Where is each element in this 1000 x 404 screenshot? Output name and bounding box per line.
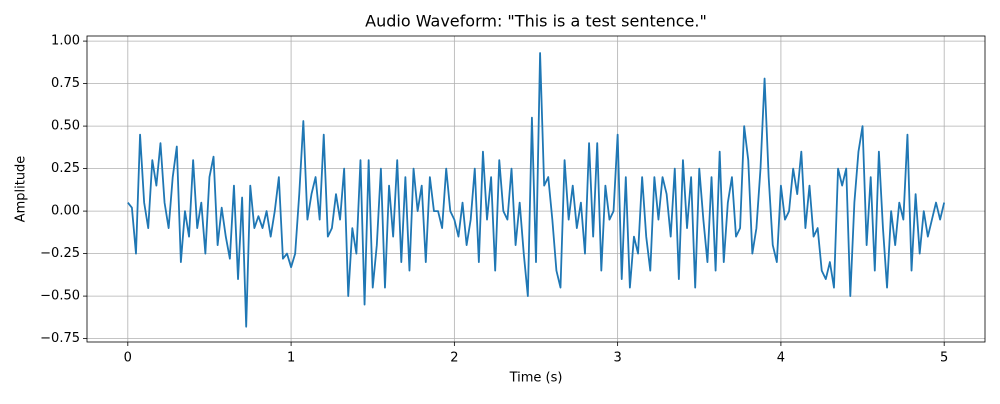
- x-tick-label: 0: [124, 351, 132, 366]
- y-axis-label: Amplitude: [14, 156, 29, 223]
- x-axis-label: Time (s): [509, 371, 563, 386]
- chart-title: Audio Waveform: "This is a test sentence…: [365, 12, 707, 31]
- y-tick-label: 0.50: [51, 119, 80, 134]
- x-tick-label: 3: [613, 351, 621, 366]
- y-tick-label: 0.00: [51, 204, 80, 219]
- x-tick-label: 5: [940, 351, 948, 366]
- y-tick-label: 0.25: [51, 161, 80, 176]
- y-tick-label: −0.25: [40, 246, 80, 261]
- x-tick-label: 2: [450, 351, 458, 366]
- plot-frame: [86, 35, 986, 343]
- x-tick-label: 1: [287, 351, 295, 366]
- y-tick-label: −0.50: [40, 289, 80, 304]
- y-tick-label: 1.00: [51, 34, 80, 49]
- x-tick-label: 4: [777, 351, 785, 366]
- y-tick-label: 0.75: [51, 76, 80, 91]
- waveform-line: [127, 52, 946, 328]
- y-tick-label: −0.75: [40, 331, 80, 346]
